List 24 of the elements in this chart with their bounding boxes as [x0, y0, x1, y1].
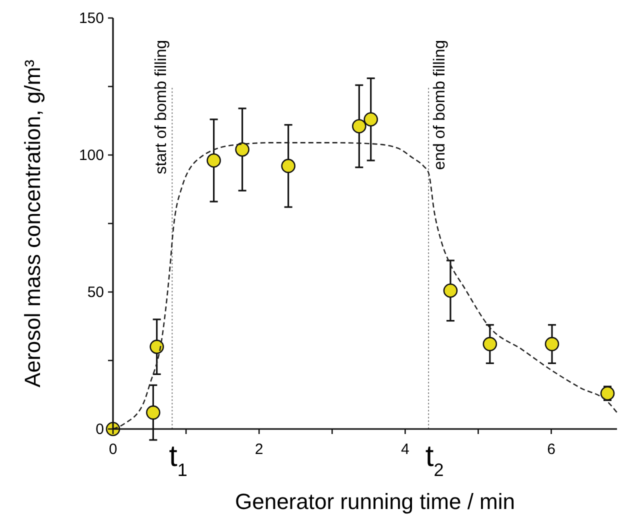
- y-tick-label: 150: [78, 10, 104, 27]
- point: [150, 340, 164, 354]
- x-tick-label: 4: [401, 441, 410, 458]
- point: [146, 405, 160, 420]
- y-tick-label: 0: [96, 421, 104, 438]
- x-axis-title: Generator running time / min: [234, 489, 516, 514]
- point: [443, 283, 458, 298]
- y-tick-label: 50: [87, 284, 104, 301]
- point: [235, 142, 250, 157]
- point: [206, 153, 221, 168]
- ref-line-label: t$_{1}$: [168, 440, 188, 480]
- point: [364, 112, 378, 127]
- annotation: end of bomb filling: [432, 40, 449, 170]
- point: [544, 336, 560, 352]
- y-axis-title: Aerosol mass concentration, g/m³: [20, 60, 45, 388]
- x-tick-label: 6: [547, 441, 556, 458]
- annotation: start of bomb filling: [153, 40, 170, 174]
- point: [352, 119, 366, 134]
- point: [482, 336, 498, 352]
- point: [281, 158, 296, 174]
- ref-line-label: t$_{2}$: [425, 440, 444, 480]
- x-tick-label: 2: [254, 441, 264, 458]
- x-tick-label: 0: [108, 441, 118, 458]
- y-tick-label: 100: [78, 147, 104, 164]
